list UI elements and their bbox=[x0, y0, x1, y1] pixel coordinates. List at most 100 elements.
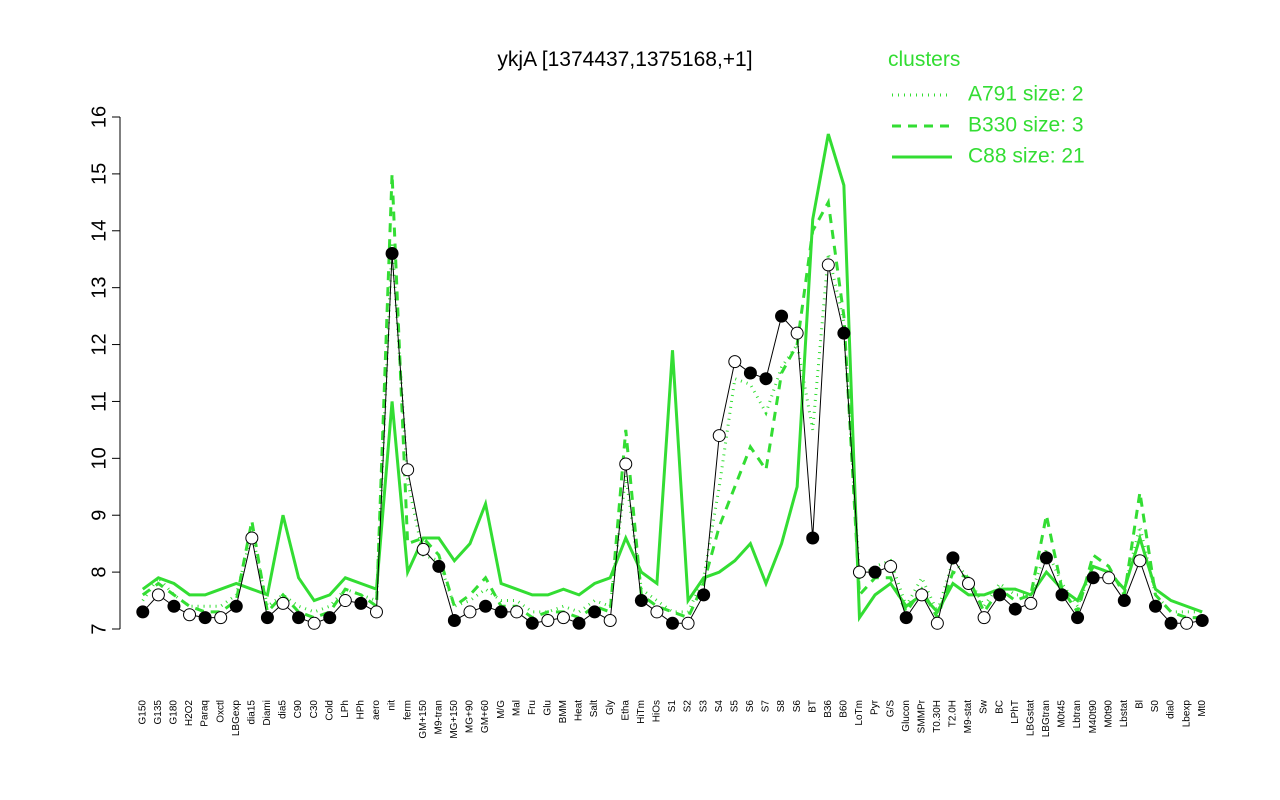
data-point bbox=[494, 605, 508, 619]
x-tick-label: S6 bbox=[792, 700, 803, 713]
data-point bbox=[556, 611, 570, 625]
x-tick-label: GM+60 bbox=[480, 700, 491, 734]
data-point bbox=[167, 599, 181, 613]
x-tick-label: Pyr bbox=[870, 699, 881, 715]
data-point bbox=[136, 605, 150, 619]
data-point bbox=[401, 463, 415, 477]
x-tick-label: Glu bbox=[543, 700, 554, 716]
data-point bbox=[229, 599, 243, 613]
data-point bbox=[447, 613, 461, 627]
data-point bbox=[852, 565, 866, 579]
x-tick-label: dia15 bbox=[246, 700, 257, 725]
data-point bbox=[806, 531, 820, 545]
data-point bbox=[1071, 611, 1085, 625]
x-tick-label: GM+150 bbox=[418, 700, 429, 739]
legend-title: clusters bbox=[888, 48, 960, 71]
x-tick-label: M/G bbox=[496, 700, 507, 719]
x-tick-label: LBGstat bbox=[1025, 700, 1036, 736]
data-point bbox=[977, 611, 991, 625]
cluster-line bbox=[141, 173, 1203, 622]
data-point bbox=[510, 605, 524, 619]
x-tick-label: MG+90 bbox=[465, 700, 476, 734]
data-point bbox=[323, 611, 337, 625]
data-point bbox=[416, 542, 430, 556]
x-tick-label: S0 bbox=[1150, 700, 1161, 713]
x-tick-label: Fru bbox=[527, 700, 538, 715]
data-point bbox=[619, 457, 633, 471]
x-tick-label: HiOs bbox=[652, 700, 663, 722]
data-point bbox=[525, 616, 539, 630]
x-tick-label: M40t90 bbox=[1088, 700, 1099, 734]
y-tick-label: 10 bbox=[88, 447, 110, 469]
data-point bbox=[868, 565, 882, 579]
data-point bbox=[930, 616, 944, 630]
x-tick-label: B60 bbox=[839, 700, 850, 718]
x-tick-label: Heat bbox=[574, 700, 585, 721]
data-point bbox=[666, 616, 679, 630]
data-point bbox=[728, 355, 742, 369]
x-tick-label: S6 bbox=[745, 700, 756, 713]
y-tick-label: 14 bbox=[88, 220, 110, 242]
x-tick-label: Mal bbox=[511, 700, 522, 716]
data-point bbox=[1164, 616, 1178, 630]
data-point bbox=[354, 596, 368, 610]
y-tick-label: 7 bbox=[88, 623, 110, 634]
x-tick-label: S7 bbox=[761, 700, 772, 713]
y-tick-label: 11 bbox=[88, 391, 110, 412]
data-point bbox=[1148, 599, 1162, 613]
y-tick-label: 16 bbox=[88, 106, 110, 128]
x-tick-label: S5 bbox=[729, 700, 740, 713]
data-point bbox=[915, 588, 929, 602]
x-tick-label: G135 bbox=[153, 700, 164, 725]
x-tick-label: S4 bbox=[714, 700, 725, 713]
x-tick-label: BMM bbox=[558, 700, 569, 723]
data-point bbox=[292, 611, 306, 625]
x-tick-label: HiTm bbox=[636, 700, 647, 724]
data-point bbox=[993, 588, 1007, 602]
data-point bbox=[743, 366, 757, 380]
x-tick-label: Oxctl bbox=[215, 700, 226, 723]
x-tick-label: Paraq bbox=[200, 700, 211, 727]
data-point bbox=[1117, 594, 1131, 608]
legend-label: A791 size: 2 bbox=[968, 83, 1084, 106]
x-tick-label: C90 bbox=[293, 700, 304, 719]
data-point bbox=[183, 608, 197, 622]
x-tick-label: dia5 bbox=[278, 700, 289, 719]
x-tick-label: T0.30H bbox=[932, 700, 943, 733]
y-tick-label: 13 bbox=[88, 277, 110, 299]
x-tick-label: S2 bbox=[683, 700, 694, 713]
data-point bbox=[1008, 602, 1022, 616]
data-point bbox=[151, 588, 165, 602]
data-point bbox=[899, 611, 913, 625]
x-tick-label: Lbexp bbox=[1181, 700, 1192, 728]
legend-label: B330 size: 3 bbox=[968, 114, 1084, 137]
x-tick-label: LPh bbox=[340, 700, 351, 718]
x-tick-label: H2O2 bbox=[184, 700, 195, 727]
x-tick-label: dia0 bbox=[1166, 700, 1177, 719]
x-tick-label: Bl bbox=[1135, 700, 1146, 709]
data-point bbox=[369, 605, 383, 619]
x-tick-label: Sw bbox=[979, 699, 990, 714]
x-tick-label: Cold bbox=[324, 700, 335, 721]
data-point bbox=[198, 611, 212, 625]
x-tick-label: M0t90 bbox=[1103, 700, 1114, 728]
x-tick-label: BT bbox=[807, 700, 818, 713]
data-point bbox=[790, 326, 804, 340]
data-point bbox=[681, 616, 695, 630]
x-tick-label: LBGexp bbox=[231, 700, 242, 737]
data-point bbox=[479, 599, 493, 613]
data-point bbox=[541, 613, 555, 627]
x-tick-label: B36 bbox=[823, 700, 834, 718]
data-point bbox=[1102, 571, 1116, 585]
x-tick-label: T2.0H bbox=[948, 700, 959, 727]
x-tick-label: M9-tran bbox=[433, 700, 444, 734]
y-tick-label: 9 bbox=[88, 510, 110, 521]
data-point bbox=[962, 576, 976, 590]
data-point bbox=[463, 605, 477, 619]
x-tick-label: Glucon bbox=[901, 700, 912, 732]
x-tick-label: BC bbox=[994, 700, 1005, 714]
x-tick-label: C30 bbox=[309, 700, 320, 719]
x-tick-label: G180 bbox=[169, 700, 180, 725]
x-tick-label: LoTm bbox=[854, 700, 865, 726]
